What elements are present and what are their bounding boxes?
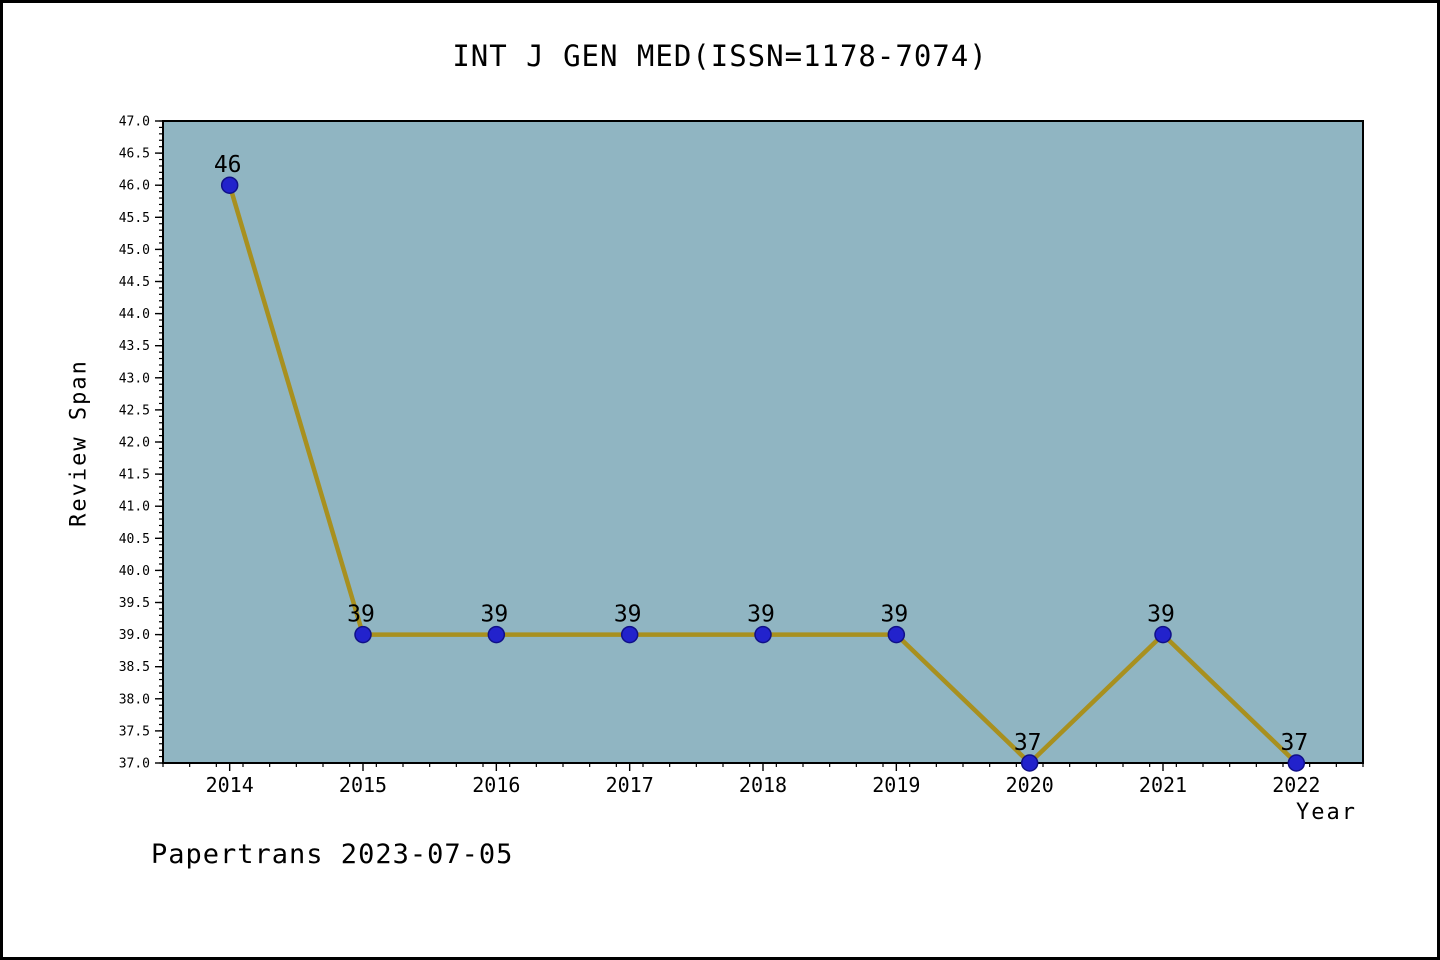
y-tick-label: 41.5 [119, 468, 150, 483]
y-tick-label: 38.5 [119, 660, 150, 675]
data-point [620, 625, 639, 644]
y-tick-label: 37.5 [119, 724, 150, 739]
x-tick-label: 2014 [206, 773, 254, 797]
x-tick-label: 2022 [1272, 773, 1320, 797]
y-tick-label: 43.0 [119, 371, 150, 386]
y-tick-label: 45.5 [119, 211, 150, 226]
y-tick-label: 39.0 [119, 628, 150, 643]
point-label: 39 [1147, 602, 1175, 628]
y-tick-label: 40.0 [119, 564, 150, 579]
y-tick-label: 44.0 [119, 307, 150, 322]
point-label: 37 [1014, 730, 1042, 756]
y-tick-label: 44.5 [119, 275, 150, 290]
y-tick-label: 47.0 [119, 115, 150, 130]
x-tick-label: 2021 [1139, 773, 1187, 797]
data-point [354, 625, 372, 644]
x-tick-label: 2017 [606, 773, 654, 797]
chart-title: INT J GEN MED(ISSN=1178-7074) [452, 39, 988, 73]
y-tick-label: 40.5 [119, 532, 150, 547]
plot-border [162, 120, 1364, 764]
data-point [487, 625, 506, 644]
point-label: 39 [347, 602, 375, 628]
y-tick-label: 42.0 [119, 436, 150, 451]
y-tick-label: 43.5 [119, 339, 150, 354]
point-label: 46 [214, 152, 242, 178]
data-point [754, 625, 772, 644]
point-label: 39 [747, 602, 775, 628]
point-label: 39 [880, 602, 908, 628]
y-tick-label: 45.0 [119, 243, 150, 258]
data-point [887, 625, 906, 644]
footer-watermark: Papertrans 2023-07-05 [151, 839, 514, 870]
y-tick-label: 37.0 [119, 757, 150, 772]
x-axis-label: Year [1296, 800, 1357, 825]
data-point [1287, 754, 1306, 772]
y-tick-label: 46.0 [119, 179, 150, 194]
x-tick-label: 2016 [472, 773, 520, 797]
point-label: 37 [1280, 730, 1308, 756]
x-axis-ticks: 2014 2015 2016 2017 2018 2019 2020 2021 2022 [206, 763, 1320, 797]
y-tick-label: 39.5 [119, 596, 150, 611]
x-tick-label: 2015 [339, 773, 387, 797]
point-label: 39 [480, 602, 508, 628]
y-tick-label: 46.5 [119, 147, 150, 162]
x-tick-label: 2018 [739, 773, 787, 797]
point-labels: 46 39 39 39 39 39 37 39 37 [214, 152, 1308, 756]
x-tick-label: 2020 [1006, 773, 1054, 797]
data-points [220, 176, 1306, 772]
y-tick-label: 38.0 [119, 692, 150, 707]
y-tick-label: 42.5 [119, 403, 150, 418]
point-label: 39 [614, 602, 642, 628]
plot-area [163, 121, 1363, 763]
x-tick-label: 2019 [872, 773, 920, 797]
data-point [220, 176, 239, 194]
data-point [1154, 625, 1172, 644]
y-axis-ticks: 37.0 37.5 38.0 38.5 39.0 39.5 40.0 40.5 41.0 41.5… [119, 115, 163, 772]
y-axis-label: Review Span [66, 359, 92, 527]
y-tick-label: 41.0 [119, 500, 150, 515]
data-point [1020, 754, 1039, 772]
line-chart: 37.0 37.5 38.0 38.5 39.0 39.5 40.0 40.5 41.0 41.5… [119, 115, 1364, 797]
